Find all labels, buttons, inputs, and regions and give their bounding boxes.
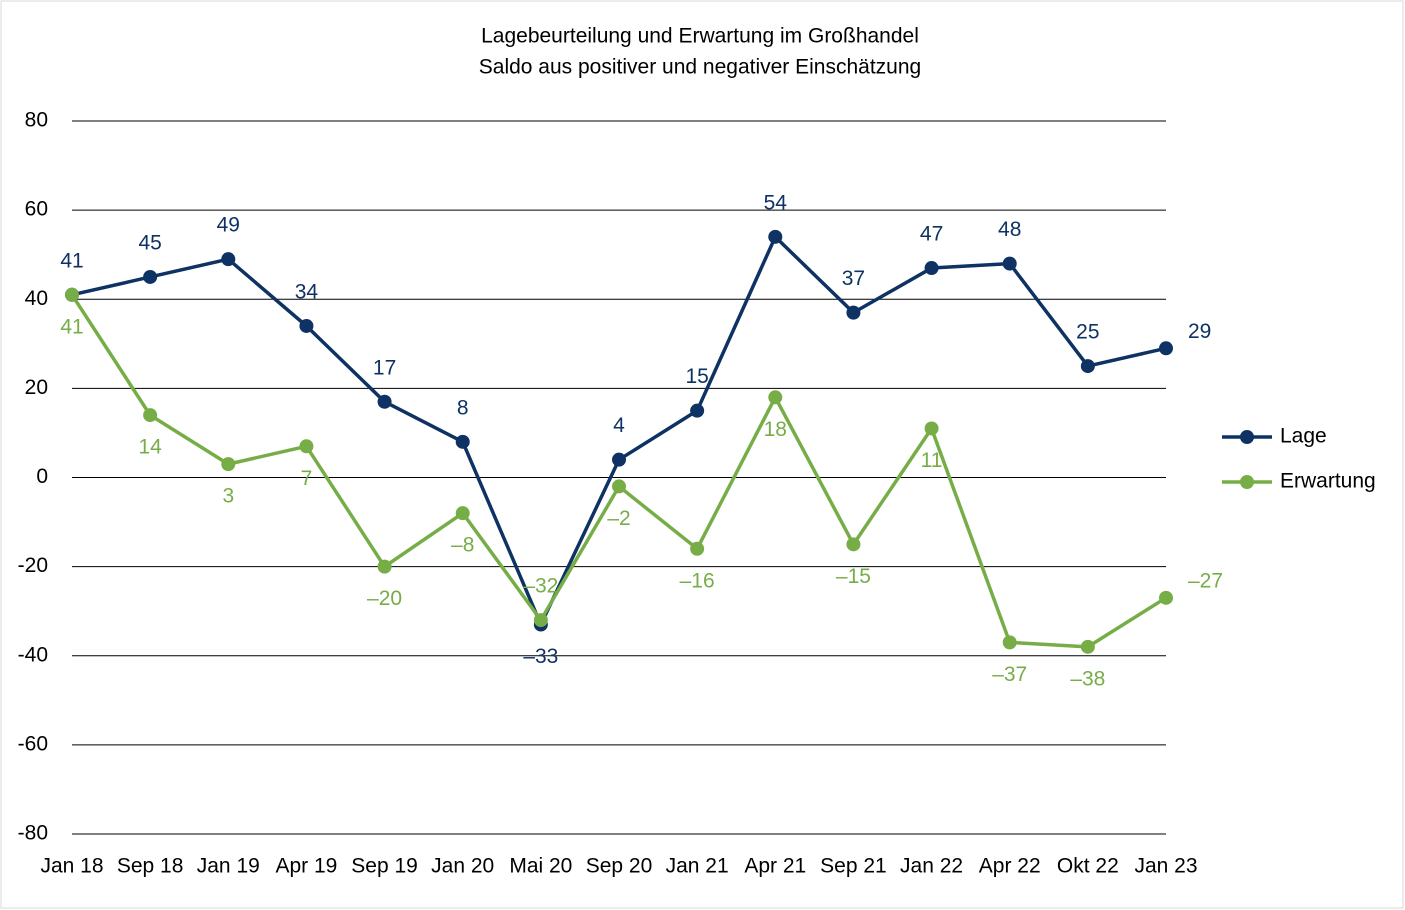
y-tick-label: -80 (18, 822, 48, 845)
data-label: –8 (451, 534, 474, 557)
y-tick-label: 60 (25, 198, 48, 221)
marker (690, 541, 705, 556)
marker (768, 229, 783, 244)
marker (1002, 635, 1017, 650)
y-tick-label: 40 (25, 287, 48, 310)
data-label: 48 (998, 218, 1021, 241)
data-label: 54 (764, 191, 788, 214)
data-label: –20 (367, 587, 402, 610)
marker (455, 434, 470, 449)
data-label: 15 (685, 365, 708, 388)
legend-label: Lage (1280, 425, 1327, 448)
data-label: 7 (301, 467, 313, 490)
x-tick-label: Sep 18 (117, 855, 184, 878)
marker (1002, 256, 1017, 271)
x-tick-label: Jan 20 (431, 855, 494, 878)
x-tick-label: Jan 21 (666, 855, 729, 878)
marker (768, 390, 783, 405)
data-label: 4 (613, 414, 625, 437)
marker (1159, 341, 1173, 356)
x-tick-label: Sep 20 (586, 855, 653, 878)
marker (377, 394, 392, 409)
marker (65, 287, 79, 302)
marker (924, 261, 939, 276)
marker (221, 252, 236, 267)
data-label: 8 (457, 396, 469, 419)
data-label: 11 (921, 449, 943, 472)
marker (690, 403, 705, 418)
data-label: 14 (138, 436, 162, 459)
data-label: –27 (1188, 569, 1223, 592)
marker (1080, 359, 1095, 374)
chart-subtitle: Saldo aus positiver und negativer Einsch… (479, 56, 921, 79)
marker (1159, 590, 1173, 605)
marker (612, 479, 626, 494)
legend-label: Erwartung (1280, 470, 1376, 493)
y-tick-label: 0 (36, 465, 48, 488)
data-label: 18 (764, 418, 787, 441)
legend-marker (1240, 475, 1254, 489)
data-label: 37 (842, 267, 865, 290)
y-tick-label: -60 (18, 732, 48, 755)
data-label: –15 (836, 565, 871, 588)
legend-marker (1240, 430, 1254, 444)
data-label: 45 (138, 232, 161, 255)
data-label: 41 (60, 315, 83, 338)
x-tick-label: Sep 21 (820, 855, 887, 878)
data-label: 29 (1188, 320, 1211, 343)
y-tick-label: 80 (25, 109, 48, 132)
data-label: 41 (60, 249, 83, 272)
x-tick-label: Jan 22 (900, 855, 963, 878)
x-tick-label: Apr 19 (275, 855, 337, 878)
marker (221, 457, 236, 472)
marker (924, 421, 939, 436)
y-tick-label: -40 (18, 643, 48, 666)
x-tick-label: Mai 20 (509, 855, 572, 878)
marker (846, 305, 861, 320)
x-tick-label: Jan 19 (197, 855, 260, 878)
data-label: –38 (1070, 667, 1105, 690)
marker (143, 408, 158, 423)
marker (299, 318, 314, 333)
chart-title: Lagebeurteilung und Erwartung im Großhan… (481, 25, 919, 48)
x-tick-label: Jan 23 (1134, 855, 1197, 878)
x-tick-label: Apr 22 (979, 855, 1041, 878)
x-tick-label: Okt 22 (1057, 855, 1119, 878)
data-label: 25 (1076, 321, 1099, 344)
marker (377, 559, 392, 574)
marker (846, 537, 861, 552)
data-label: –32 (523, 575, 558, 598)
x-tick-label: Apr 21 (744, 855, 806, 878)
data-label: 49 (217, 214, 240, 237)
data-label: 3 (222, 485, 234, 508)
marker (1080, 639, 1095, 654)
data-label: 47 (920, 223, 943, 246)
marker (143, 269, 158, 284)
marker (299, 439, 314, 454)
data-label: –37 (992, 663, 1027, 686)
data-label: 17 (373, 356, 396, 379)
data-label: 34 (295, 281, 319, 304)
marker (612, 452, 626, 467)
y-tick-label: -20 (18, 554, 48, 577)
x-tick-label: Jan 18 (40, 855, 103, 878)
data-label: –16 (680, 569, 715, 592)
y-tick-label: 20 (25, 376, 48, 399)
marker (533, 613, 548, 628)
marker (455, 506, 470, 521)
data-label: –2 (607, 507, 630, 530)
x-tick-label: Sep 19 (351, 855, 418, 878)
data-label: –33 (523, 645, 558, 668)
